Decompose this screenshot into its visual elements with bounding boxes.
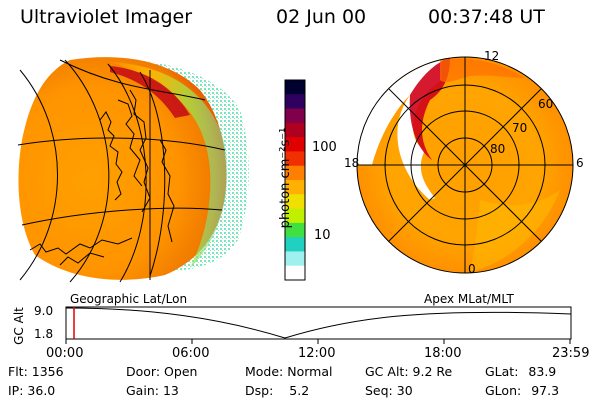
gcalt-info: GC Alt: 9.2 Re [365,364,452,379]
coastlines [29,89,175,266]
colorbar-band [285,94,305,110]
lat-label-80: 80 [490,142,506,156]
mode-label: Mode: [245,364,284,379]
xtick-2359: 23:59 [552,346,590,361]
limb-glow [110,62,228,268]
colorbar-band [285,208,305,224]
altitude-ylabel: GC Alt [12,307,26,345]
colorbar-band [285,251,305,267]
altitude-ytick-9: 9.0 [34,304,54,318]
geographic-image [17,57,249,283]
mlt-label-0: 0 [468,262,476,276]
earth-disk [18,57,227,280]
glat-value: 83.9 [528,364,557,379]
xtick-1800: 18:00 [424,346,462,361]
color-bar [284,79,306,281]
apex-label: Apex MLat/MLT [424,292,514,306]
mode-info: Mode: Normal [245,364,333,379]
gcalt-value: 9.2 Re [412,364,453,379]
colorbar-band [285,237,305,252]
lat-label-60: 60 [538,97,554,111]
gain-value: 13 [162,383,179,398]
altitude-plot [65,306,572,344]
xtick-1200: 12:00 [298,346,336,361]
xtick-0600: 06:00 [172,346,210,361]
flt-label: Flt: [8,364,28,379]
colorbar-band [285,108,305,124]
mlt-label-12: 12 [484,49,500,63]
xtick-0000: 00:00 [46,346,84,361]
polar-grid [356,56,574,274]
mode-value: Normal [287,364,333,379]
gain-label: Gain: [126,383,159,398]
colorbar-unit-label: photon cm⁻²s⁻¹ [278,127,293,229]
altitude-curve [65,307,572,339]
colorbar-band [285,151,305,167]
colorbar-band [285,265,305,281]
lat-label-70: 70 [512,121,528,135]
glat-info: GLat: 83.9 [485,364,556,379]
seq-value: 30 [396,383,413,398]
dsp-value: 5.2 [289,383,310,398]
colorbar-band [285,137,305,152]
glat-label: GLat: [485,364,519,379]
ip-info: IP: 36.0 [8,383,55,398]
gcalt-label: GC Alt: [365,364,409,379]
mlt-label-6: 6 [576,156,584,170]
mlt-label-18: 18 [344,156,360,170]
gain-info: Gain: 13 [126,383,179,398]
seq-info: Seq: 30 [365,383,413,398]
ip-value: 36.0 [27,383,56,398]
colorbar-tick-100: 100 [312,140,337,155]
colorbar-band [285,194,305,210]
geographic-label: Geographic Lat/Lon [70,292,188,306]
dsp-label: Dsp: [245,383,274,398]
date-label: 02 Jun 00 [276,6,367,28]
polar-plot [356,56,574,274]
dsp-info: Dsp: 5.2 [245,383,309,398]
instrument-title: Ultraviolet Imager [20,6,193,28]
glon-info: GLon: 97.3 [485,383,559,398]
glon-label: GLon: [485,383,522,398]
seq-label: Seq: [365,383,393,398]
colorbar-band [285,122,305,138]
door-info: Door: Open [126,364,197,379]
x-tick-marks [65,339,571,344]
colorbar-tick-10: 10 [314,228,331,243]
altitude-ytick-1.8: 1.8 [34,327,54,341]
glon-value: 97.3 [531,383,560,398]
colorbar-band [285,80,305,95]
door-label: Door: [126,364,161,379]
time-label: 00:37:48 UT [428,6,545,28]
flt-value: 1356 [31,364,64,379]
auroral-arc [110,66,190,118]
flt-info: Flt: 1356 [8,364,64,379]
door-value: Open [164,364,198,379]
colorbar-band [285,165,305,181]
colorbar-band [285,222,305,238]
auroral-oval-dayside [409,58,450,160]
colorbar-band [285,180,305,195]
lat-lon-grid [17,59,226,283]
ip-label: IP: [8,383,24,398]
